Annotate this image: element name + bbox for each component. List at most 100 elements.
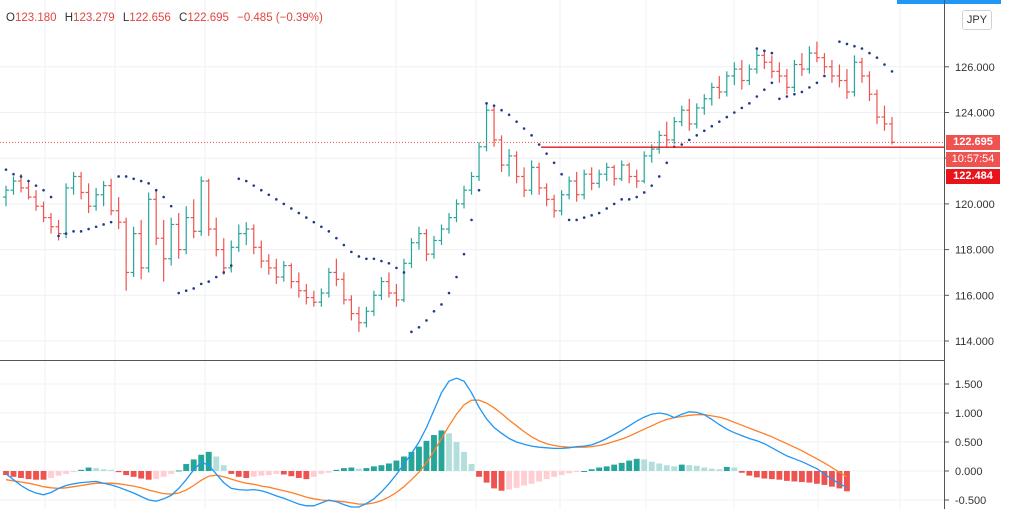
sar-dot bbox=[657, 175, 661, 178]
macd-histogram-bar bbox=[183, 464, 190, 471]
ohlc-bar bbox=[678, 105, 685, 127]
sar-dot bbox=[297, 211, 301, 215]
ohlc-bar bbox=[408, 238, 415, 268]
macd-histogram-bar bbox=[596, 467, 603, 471]
ohlc-bar bbox=[205, 178, 212, 236]
sar-dot bbox=[402, 271, 406, 274]
macd-histogram-bar bbox=[723, 466, 730, 471]
sar-dot bbox=[748, 102, 751, 105]
ohlc-bar bbox=[198, 176, 205, 236]
sar-dot bbox=[755, 47, 759, 50]
macd-histogram-bar bbox=[791, 471, 798, 482]
sar-dot bbox=[72, 230, 75, 233]
level-price-tag: 122.484 bbox=[946, 169, 1000, 184]
sar-dot bbox=[778, 97, 781, 101]
price-bars bbox=[3, 41, 895, 332]
ohlc-bar bbox=[889, 117, 895, 145]
sar-dot bbox=[875, 56, 879, 59]
ohlc-bar bbox=[536, 162, 543, 195]
macd-axis-label: 1.500 bbox=[955, 379, 983, 391]
macd-histogram-bar bbox=[393, 460, 400, 471]
sar-dot bbox=[282, 202, 286, 206]
sar-dot bbox=[380, 259, 383, 263]
sar-dot bbox=[530, 134, 533, 137]
sar-dot bbox=[620, 198, 623, 201]
sar-dot bbox=[485, 102, 488, 105]
macd-histogram-bar bbox=[370, 466, 377, 471]
sar-dot bbox=[800, 90, 804, 94]
macd-histogram-bar bbox=[678, 464, 685, 471]
ohlc-bar bbox=[325, 267, 332, 298]
ohlc-bar bbox=[596, 169, 603, 188]
open-value: 123.180 bbox=[14, 12, 57, 24]
sar-dot bbox=[612, 202, 616, 206]
sar-dot bbox=[582, 216, 586, 219]
sar-dot bbox=[883, 63, 886, 66]
sar-dot bbox=[342, 243, 346, 247]
sar-dot bbox=[357, 255, 361, 258]
ohlc-bar bbox=[611, 165, 618, 186]
sar-dot bbox=[500, 108, 503, 112]
macd-signal-line bbox=[5, 399, 848, 505]
macd-histogram-bar bbox=[558, 471, 565, 476]
macd-histogram-bar bbox=[78, 469, 85, 471]
macd-histogram-bar bbox=[551, 471, 558, 477]
price-axis-label: 124.000 bbox=[955, 108, 995, 120]
ohlc-bar bbox=[310, 290, 317, 307]
ohlc-bar bbox=[175, 213, 182, 259]
sar-dot bbox=[102, 223, 105, 226]
ohlc-bar bbox=[453, 199, 460, 223]
macd-histogram-bar bbox=[93, 468, 100, 471]
ohlc-bar bbox=[423, 229, 430, 262]
sar-dot bbox=[890, 70, 894, 73]
ohlc-bar bbox=[858, 57, 865, 83]
ohlc-bar bbox=[626, 162, 633, 184]
sar-dot bbox=[575, 218, 578, 222]
ohlc-bar bbox=[461, 185, 468, 209]
ohlc-bar bbox=[190, 199, 197, 239]
sar-dot bbox=[109, 220, 113, 224]
ohlc-bar bbox=[656, 130, 663, 154]
ohlc-bar bbox=[791, 59, 798, 92]
ohlc-bar bbox=[228, 240, 235, 273]
macd-histogram-bar bbox=[528, 471, 535, 484]
macd-histogram-bar bbox=[686, 465, 693, 471]
low-label: L bbox=[122, 12, 130, 24]
sar-dot bbox=[275, 198, 278, 201]
price-axis-label: 126.000 bbox=[955, 62, 995, 74]
sar-dot bbox=[492, 104, 496, 107]
macd-histogram-bar bbox=[641, 459, 648, 471]
macd-histogram-bar bbox=[798, 471, 805, 483]
macd-histogram-bar bbox=[265, 471, 272, 476]
ohlc-bar bbox=[513, 151, 520, 184]
sar-dot bbox=[868, 51, 871, 55]
ohlc-bar bbox=[415, 226, 422, 250]
ohlc-bar bbox=[340, 272, 347, 305]
macd-histogram-bar bbox=[85, 467, 92, 471]
ohlc-bar bbox=[761, 50, 768, 70]
macd-histogram-bar bbox=[446, 433, 452, 471]
pane-divider[interactable] bbox=[0, 360, 944, 361]
sar-dot bbox=[222, 271, 226, 274]
ohlc-bar bbox=[33, 190, 40, 211]
sar-dot bbox=[845, 42, 849, 46]
ohlc-bar bbox=[663, 121, 670, 147]
ohlc-bar bbox=[258, 240, 265, 268]
ohlc-bar bbox=[528, 160, 535, 195]
macd-histogram-bar bbox=[48, 471, 54, 478]
sar-dot bbox=[515, 120, 518, 123]
sar-dot bbox=[4, 168, 8, 171]
ohlc-bar bbox=[393, 283, 400, 307]
macd-histogram-bar bbox=[70, 471, 77, 473]
sar-dot bbox=[244, 179, 248, 183]
macd-histogram-bar bbox=[573, 471, 580, 473]
macd-histogram-bar bbox=[250, 471, 257, 477]
sar-dot bbox=[290, 207, 293, 210]
price-axis-label: 114.000 bbox=[955, 336, 994, 348]
currency-badge[interactable]: JPY bbox=[962, 10, 992, 30]
macd-histogram-bar bbox=[476, 471, 482, 477]
ohlc-bar bbox=[370, 290, 377, 316]
sar-dot bbox=[259, 188, 263, 192]
